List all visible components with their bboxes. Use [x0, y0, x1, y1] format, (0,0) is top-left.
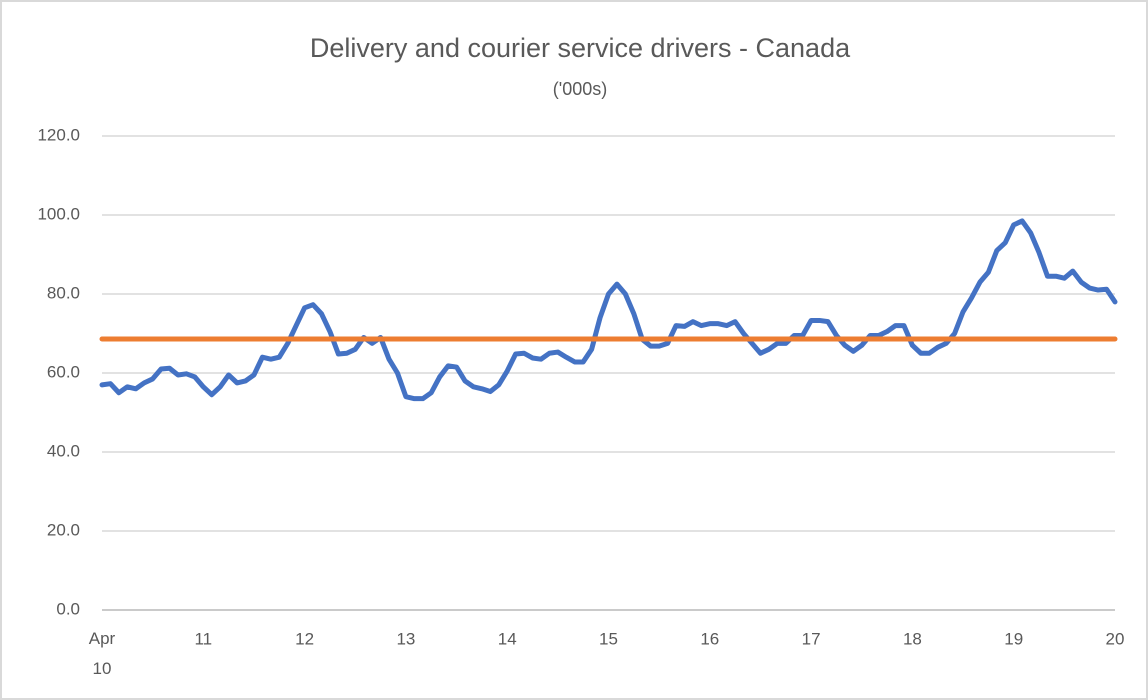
y-tick-label: 60.0: [47, 362, 80, 381]
y-tick-label: 120.0: [37, 125, 80, 144]
x-tick-label: 14: [498, 629, 517, 648]
x-tick-label: 15: [599, 629, 618, 648]
x-tick-label: 13: [396, 629, 415, 648]
y-tick-label: 100.0: [37, 204, 80, 223]
x-tick-label: 17: [802, 629, 821, 648]
chart-subtitle: ('000s): [553, 79, 607, 99]
x-tick-label: 20: [1106, 629, 1125, 648]
x-tick-label: 19: [1004, 629, 1023, 648]
y-tick-label: 80.0: [47, 283, 80, 302]
y-tick-label: 0.0: [56, 599, 80, 618]
series-line: [99, 218, 1118, 402]
x-tick-label: 16: [700, 629, 719, 648]
x-tick-label-line: 10: [93, 659, 112, 678]
x-tick-label: 11: [194, 629, 212, 648]
x-tick-label-line: Apr: [89, 629, 116, 648]
x-tick-label: 18: [903, 629, 922, 648]
y-tick-label: 20.0: [47, 520, 80, 539]
x-tick-label: 12: [295, 629, 314, 648]
x-tick-label: Apr 10: [89, 629, 116, 678]
y-tick-label: 40.0: [47, 441, 80, 460]
chart-title: Delivery and courier service drivers - C…: [310, 33, 851, 63]
